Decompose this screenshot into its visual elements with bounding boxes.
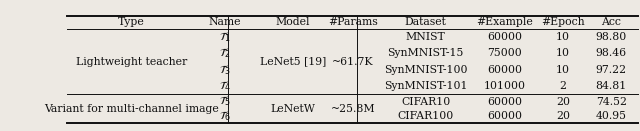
Text: Acc: Acc <box>601 17 621 27</box>
Text: Variant for multi-channel image: Variant for multi-channel image <box>44 104 219 114</box>
Text: 10: 10 <box>556 65 570 75</box>
Text: 60000: 60000 <box>487 97 522 107</box>
Text: 20: 20 <box>556 97 570 107</box>
Text: MNIST: MNIST <box>406 32 445 42</box>
Text: ~25.8M: ~25.8M <box>331 104 375 114</box>
Text: 60000: 60000 <box>487 32 522 42</box>
Text: 98.80: 98.80 <box>596 32 627 42</box>
Text: $\mathcal{T}_3$: $\mathcal{T}_3$ <box>219 63 231 77</box>
Text: #Params: #Params <box>328 17 378 27</box>
Text: CIFAR100: CIFAR100 <box>397 111 454 121</box>
Text: ~61.7K: ~61.7K <box>332 57 374 67</box>
Text: #Example: #Example <box>476 17 533 27</box>
Text: 75000: 75000 <box>487 48 522 58</box>
Text: Name: Name <box>209 17 241 27</box>
Text: Lightweight teacher: Lightweight teacher <box>76 57 187 67</box>
Text: LeNetW: LeNetW <box>271 104 316 114</box>
Text: CIFAR10: CIFAR10 <box>401 97 450 107</box>
Text: 74.52: 74.52 <box>596 97 627 107</box>
Text: Model: Model <box>276 17 310 27</box>
Text: $\mathcal{T}_1$: $\mathcal{T}_1$ <box>219 30 231 44</box>
Text: $\mathcal{T}_6$: $\mathcal{T}_6$ <box>219 109 231 123</box>
Text: 97.22: 97.22 <box>596 65 627 75</box>
Text: Dataset: Dataset <box>404 17 447 27</box>
Text: $\mathcal{T}_5$: $\mathcal{T}_5$ <box>219 95 231 108</box>
Text: 60000: 60000 <box>487 111 522 121</box>
Text: 60000: 60000 <box>487 65 522 75</box>
Text: Type: Type <box>118 17 145 27</box>
Text: #Epoch: #Epoch <box>541 17 585 27</box>
Text: 20: 20 <box>556 111 570 121</box>
Text: SynMNIST-100: SynMNIST-100 <box>384 65 467 75</box>
Text: $\mathcal{T}_2$: $\mathcal{T}_2$ <box>219 47 231 60</box>
Text: 10: 10 <box>556 32 570 42</box>
Text: 98.46: 98.46 <box>596 48 627 58</box>
Text: 2: 2 <box>560 81 566 91</box>
Text: 101000: 101000 <box>484 81 525 91</box>
Text: SynMNIST-101: SynMNIST-101 <box>384 81 467 91</box>
Text: 10: 10 <box>556 48 570 58</box>
Text: LeNet5 [19]: LeNet5 [19] <box>260 57 326 67</box>
Text: 40.95: 40.95 <box>596 111 627 121</box>
Text: SynMNIST-15: SynMNIST-15 <box>387 48 464 58</box>
Text: 84.81: 84.81 <box>596 81 627 91</box>
Text: $\mathcal{T}_4$: $\mathcal{T}_4$ <box>219 79 231 93</box>
